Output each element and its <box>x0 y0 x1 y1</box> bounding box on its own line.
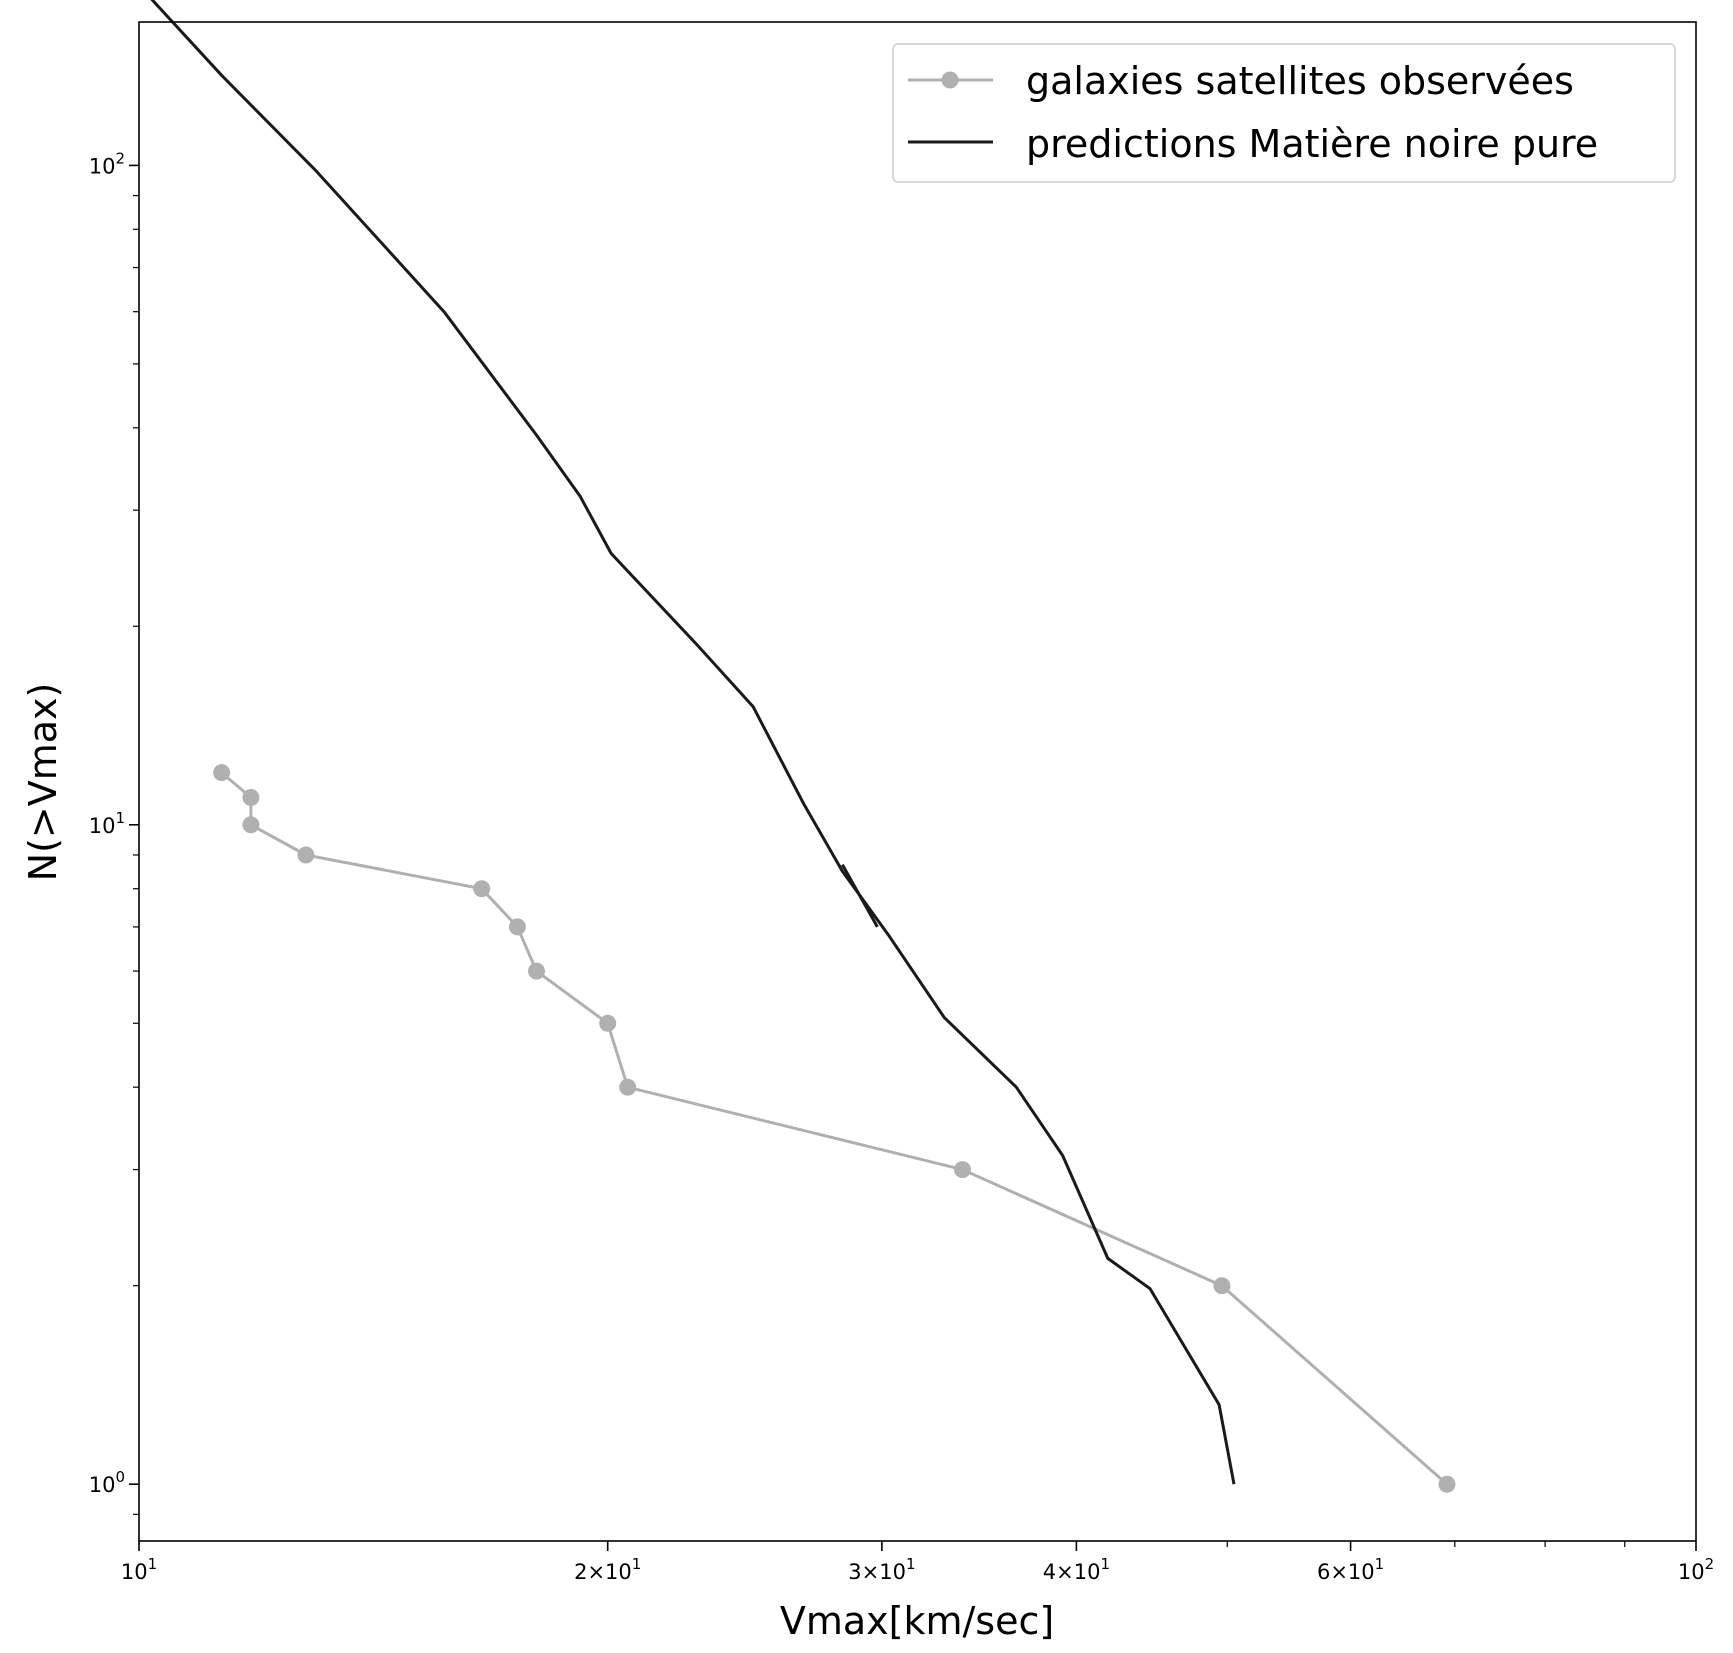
data-point <box>599 1014 617 1032</box>
plot-frame <box>138 21 1697 1542</box>
data-point <box>528 962 545 980</box>
x-axis: 101 2×101 3×101 4×101 6×101 102 <box>121 1541 1714 1584</box>
data-point <box>297 846 315 864</box>
y-tick-label: 102 <box>89 149 125 178</box>
data-point <box>242 789 260 806</box>
legend-box <box>892 43 1676 183</box>
data-point <box>1213 1277 1231 1295</box>
y-axis: 100 101 102 <box>89 149 139 1515</box>
x-tick-label: 102 <box>1678 1555 1714 1584</box>
series-line-1 <box>150 0 1236 1485</box>
data-point <box>1438 1475 1456 1493</box>
data-point <box>213 764 231 782</box>
series-line-2 <box>841 863 879 928</box>
y-axis-label: N(>Vmax) <box>21 683 65 882</box>
y-tick-label: 101 <box>89 809 125 838</box>
data-point <box>473 880 491 898</box>
plot-area <box>150 0 1456 1493</box>
data-point <box>619 1078 637 1096</box>
data-point <box>242 816 260 834</box>
legend-marker-observed <box>941 71 959 89</box>
data-point <box>954 1161 971 1179</box>
x-tick-label: 4×101 <box>1043 1555 1110 1584</box>
data-point <box>508 918 526 936</box>
x-tick-label: 3×101 <box>848 1555 915 1584</box>
x-tick-label: 2×101 <box>574 1555 641 1584</box>
legend-label-predictions: predictions Matière noire pure <box>1026 122 1598 166</box>
x-tick-label: 6×101 <box>1317 1555 1384 1584</box>
legend: galaxies satellites observées prediction… <box>892 43 1676 183</box>
y-tick-label: 100 <box>89 1468 125 1497</box>
x-tick-label: 101 <box>121 1555 157 1584</box>
x-axis-label: Vmax[km/sec] <box>780 1599 1054 1643</box>
legend-label-observed: galaxies satellites observées <box>1026 59 1574 103</box>
